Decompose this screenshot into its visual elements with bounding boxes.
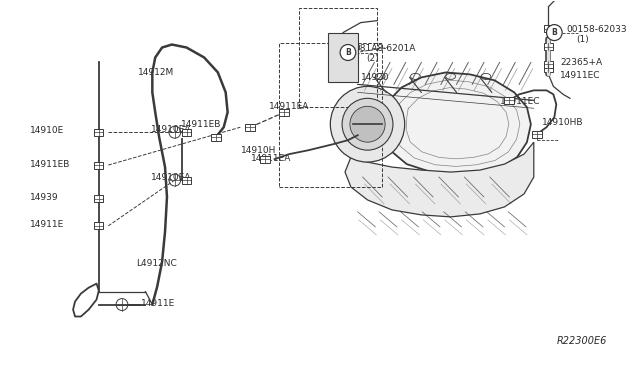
Text: 14910EA: 14910EA <box>151 125 192 134</box>
Text: 14911EA: 14911EA <box>269 102 309 111</box>
Text: 14911EB: 14911EB <box>180 120 221 129</box>
Bar <box>543 65 554 72</box>
Text: 14911E: 14911E <box>141 299 175 308</box>
Text: 14911E: 14911E <box>30 220 64 230</box>
Polygon shape <box>345 142 534 217</box>
Text: 14911EC: 14911EC <box>560 71 601 80</box>
Polygon shape <box>384 73 531 174</box>
Text: B: B <box>552 28 557 37</box>
Circle shape <box>547 25 562 41</box>
Text: 14939: 14939 <box>30 193 59 202</box>
Bar <box>93 222 104 229</box>
Bar <box>182 177 191 183</box>
Bar <box>245 124 255 131</box>
Text: (2): (2) <box>367 54 379 63</box>
Text: 14920: 14920 <box>361 73 389 82</box>
Text: 14911EC: 14911EC <box>500 97 540 106</box>
Bar <box>93 129 104 136</box>
Bar <box>532 131 541 138</box>
Bar <box>211 134 221 141</box>
Circle shape <box>330 86 404 162</box>
Circle shape <box>350 106 385 142</box>
Bar <box>280 109 289 116</box>
Text: 14910H: 14910H <box>241 145 276 155</box>
Text: (1): (1) <box>576 35 589 44</box>
Text: R22300E6: R22300E6 <box>557 336 607 346</box>
Bar <box>543 43 554 50</box>
Text: B: B <box>345 48 351 57</box>
Text: 081A8-6201A: 081A8-6201A <box>355 44 416 53</box>
Text: 22365+A: 22365+A <box>560 58 602 67</box>
Bar <box>280 42 382 187</box>
Circle shape <box>340 45 356 61</box>
Text: 14912M: 14912M <box>138 68 174 77</box>
Bar <box>504 97 514 104</box>
Text: L4912NC: L4912NC <box>136 259 177 268</box>
Bar <box>93 195 104 202</box>
Circle shape <box>342 98 393 150</box>
Bar <box>93 161 104 169</box>
Text: 14910E: 14910E <box>30 126 64 135</box>
Bar <box>260 155 269 163</box>
Bar <box>543 61 554 68</box>
Text: 14911EA: 14911EA <box>251 154 291 163</box>
Text: 14910HB: 14910HB <box>541 118 583 127</box>
Bar <box>543 25 554 32</box>
Text: 14910EA: 14910EA <box>151 173 192 182</box>
Bar <box>182 129 191 136</box>
Text: 14911EB: 14911EB <box>30 160 70 169</box>
Text: 00158-62033: 00158-62033 <box>566 25 627 34</box>
Bar <box>299 8 378 107</box>
Bar <box>328 33 358 82</box>
